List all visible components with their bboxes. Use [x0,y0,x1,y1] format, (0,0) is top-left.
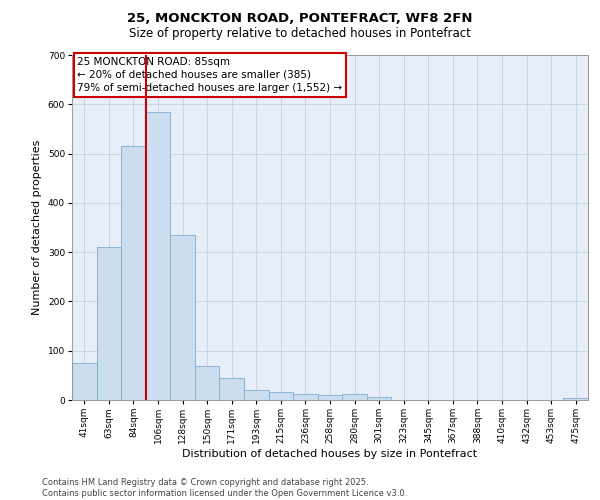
Bar [146,112,170,400]
Bar [318,395,342,400]
Bar [244,390,269,400]
Bar [97,247,121,400]
Bar [121,146,146,400]
Bar [293,394,318,400]
Y-axis label: Number of detached properties: Number of detached properties [32,140,42,315]
Bar [342,394,367,400]
Bar [220,378,244,400]
Bar [563,398,588,400]
Text: Contains HM Land Registry data © Crown copyright and database right 2025.
Contai: Contains HM Land Registry data © Crown c… [42,478,407,498]
Text: Size of property relative to detached houses in Pontefract: Size of property relative to detached ho… [129,28,471,40]
Bar [367,396,391,400]
Bar [195,366,220,400]
Bar [170,235,195,400]
Bar [72,363,97,400]
Text: 25, MONCKTON ROAD, PONTEFRACT, WF8 2FN: 25, MONCKTON ROAD, PONTEFRACT, WF8 2FN [127,12,473,26]
X-axis label: Distribution of detached houses by size in Pontefract: Distribution of detached houses by size … [182,449,478,459]
Text: 25 MONCKTON ROAD: 85sqm
← 20% of detached houses are smaller (385)
79% of semi-d: 25 MONCKTON ROAD: 85sqm ← 20% of detache… [77,56,342,93]
Bar [269,392,293,400]
